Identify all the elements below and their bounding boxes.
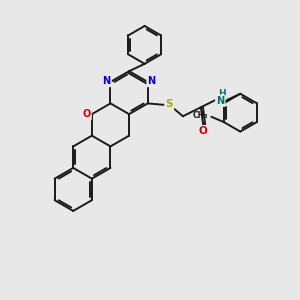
Text: S: S — [166, 99, 173, 109]
Text: O: O — [82, 109, 91, 119]
Text: CH₃: CH₃ — [192, 111, 208, 120]
Text: N: N — [216, 96, 224, 106]
Text: O: O — [199, 126, 208, 136]
Text: N: N — [103, 76, 111, 86]
Text: N: N — [148, 76, 156, 86]
Text: H: H — [218, 89, 226, 98]
